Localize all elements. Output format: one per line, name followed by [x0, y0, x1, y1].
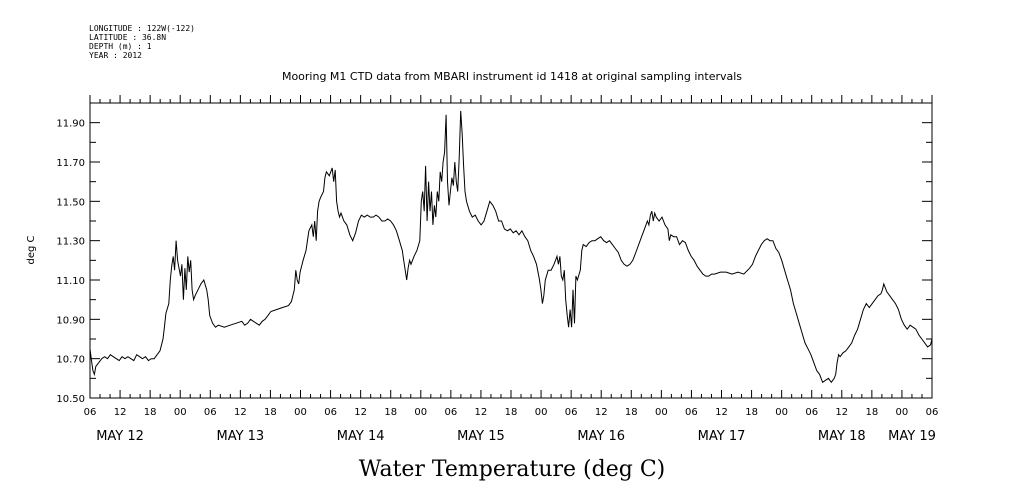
x-tick-label: 12 — [595, 407, 608, 418]
y-tick-label: 10.70 — [56, 355, 85, 366]
metadata-header: LONGITUDE : 122W(-122) LATITUDE : 36.8N … — [89, 24, 195, 60]
x-tick-label: 18 — [505, 407, 518, 418]
x-tick-label: 12 — [354, 407, 367, 418]
x-tick-label: 06 — [565, 407, 578, 418]
x-tick-label: 06 — [84, 407, 97, 418]
y-tick-label: 10.50 — [56, 394, 85, 405]
header-longitude: LONGITUDE : 122W(-122) — [89, 24, 195, 33]
x-date-label: MAY 19 — [888, 429, 936, 444]
x-axis-label: Water Temperature (deg C) — [359, 457, 666, 482]
plot-frame — [89, 102, 933, 399]
x-date-label: MAY 15 — [457, 429, 505, 444]
y-axis-label: deg C — [26, 235, 37, 264]
y-tick-label: 11.70 — [56, 158, 85, 169]
x-tick-label: 18 — [625, 407, 638, 418]
x-tick-label: 18 — [865, 407, 878, 418]
temperature-series-line — [89, 110, 933, 384]
x-date-label: MAY 12 — [96, 429, 144, 444]
x-tick-label: 06 — [324, 407, 337, 418]
x-tick-label: 00 — [655, 407, 668, 418]
header-depth: DEPTH (m) : 1 — [89, 42, 152, 51]
x-axis: 06 12 18 00 06 12 18 00 06 12 18 00 06 12 18 00 06 12 18 00… — [84, 95, 939, 418]
x-date-label: MAY 16 — [577, 429, 625, 444]
x-tick-label: 00 — [896, 407, 909, 418]
x-tick-label: 12 — [234, 407, 247, 418]
x-tick-label: 18 — [264, 407, 277, 418]
x-tick-label: 06 — [926, 407, 939, 418]
chart-title: Mooring M1 CTD data from MBARI instrumen… — [282, 70, 742, 83]
x-tick-label: 06 — [685, 407, 698, 418]
x-tick-label: 00 — [775, 407, 788, 418]
x-date-labels: MAY 12 MAY 13 MAY 14 MAY 15 MAY 16 MAY 17 MAY … — [96, 429, 936, 444]
x-tick-label: 00 — [294, 407, 307, 418]
x-tick-label: 06 — [204, 407, 217, 418]
x-tick-label: 00 — [174, 407, 187, 418]
y-axis: 10.50 10.70 10.90 11.10 11.30 11.50 11.70 11.90 — [56, 102, 932, 405]
y-tick-label: 11.10 — [56, 276, 85, 287]
x-tick-label: 12 — [715, 407, 728, 418]
x-tick-label: 12 — [835, 407, 848, 418]
x-tick-label: 12 — [114, 407, 127, 418]
x-tick-label: 00 — [535, 407, 548, 418]
x-tick-label: 18 — [384, 407, 397, 418]
x-date-label: MAY 18 — [818, 429, 866, 444]
y-tick-label: 10.90 — [56, 315, 85, 326]
x-tick-label: 06 — [444, 407, 457, 418]
x-tick-label: 00 — [414, 407, 427, 418]
y-tick-label: 11.90 — [56, 119, 85, 130]
x-tick-label: 18 — [745, 407, 758, 418]
x-tick-label: 18 — [144, 407, 157, 418]
x-date-label: MAY 17 — [698, 429, 746, 444]
header-year: YEAR : 2012 — [89, 51, 142, 60]
y-tick-label: 11.30 — [56, 237, 85, 248]
header-latitude: LATITUDE : 36.8N — [89, 33, 166, 42]
x-tick-label: 06 — [805, 407, 818, 418]
x-tick-label: 12 — [475, 407, 488, 418]
y-tick-label: 11.50 — [56, 197, 85, 208]
x-date-label: MAY 14 — [337, 429, 385, 444]
x-date-label: MAY 13 — [216, 429, 264, 444]
